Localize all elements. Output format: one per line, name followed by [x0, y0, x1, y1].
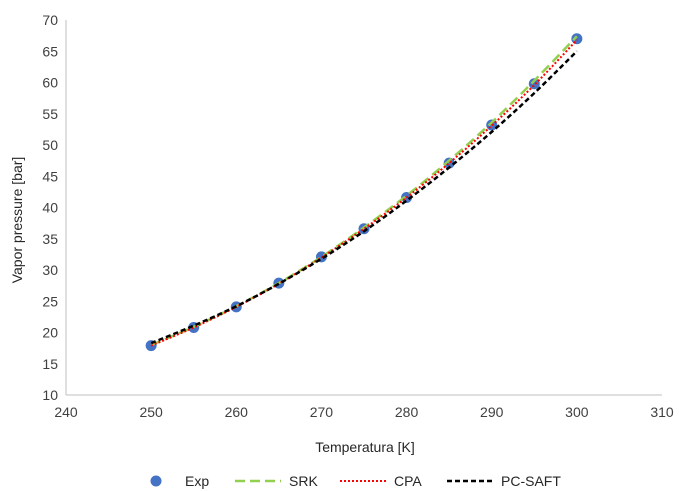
- x-tick-labels: 240 250 260 270 280 290 300 310: [54, 404, 674, 420]
- series-line-srk: [150, 35, 578, 347]
- data-point-exp: [443, 157, 455, 169]
- series-line-cpa: [150, 39, 578, 347]
- y-tick-label: 65: [42, 43, 58, 59]
- legend-label-pc-saft: PC-SAFT: [501, 473, 561, 489]
- x-tick-label: 240: [54, 404, 78, 420]
- series-line-pc-saft: [150, 50, 578, 345]
- x-tick-label: 300: [565, 404, 589, 420]
- data-point-exp: [528, 78, 540, 90]
- legend-label-srk: SRK: [289, 473, 318, 489]
- legend-label-exp: Exp: [185, 473, 209, 489]
- y-tick-label: 50: [42, 137, 58, 153]
- y-axis-title: Vapor pressure [bar]: [9, 157, 25, 284]
- x-tick-label: 310: [650, 404, 674, 420]
- y-tick-labels: 10 15 20 25 30 35 40 45 50 55 60 65 70: [42, 12, 58, 403]
- x-axis-title: Temperatura [K]: [315, 439, 415, 455]
- y-tick-label: 55: [42, 106, 58, 122]
- y-tick-label: 20: [42, 325, 58, 341]
- legend-label-cpa: CPA: [394, 473, 422, 489]
- y-tick-label: 70: [42, 12, 58, 28]
- x-tick-label: 250: [139, 404, 163, 420]
- y-tick-label: 40: [42, 200, 58, 216]
- y-tick-label: 30: [42, 262, 58, 278]
- x-tick-label: 290: [480, 404, 504, 420]
- legend-marker-exp: [150, 475, 162, 487]
- y-tick-label: 10: [42, 387, 58, 403]
- y-tick-label: 15: [42, 356, 58, 372]
- y-tick-label: 35: [42, 231, 58, 247]
- series-layer: [145, 33, 583, 352]
- y-tick-label: 60: [42, 75, 58, 91]
- x-tick-label: 260: [225, 404, 249, 420]
- legend: Exp SRK CPA PC-SAFT: [150, 473, 561, 489]
- y-tick-label: 45: [42, 168, 58, 184]
- plot-axes: [65, 20, 662, 396]
- x-tick-label: 280: [395, 404, 419, 420]
- y-tick-label: 25: [42, 293, 58, 309]
- x-tick-label: 270: [310, 404, 334, 420]
